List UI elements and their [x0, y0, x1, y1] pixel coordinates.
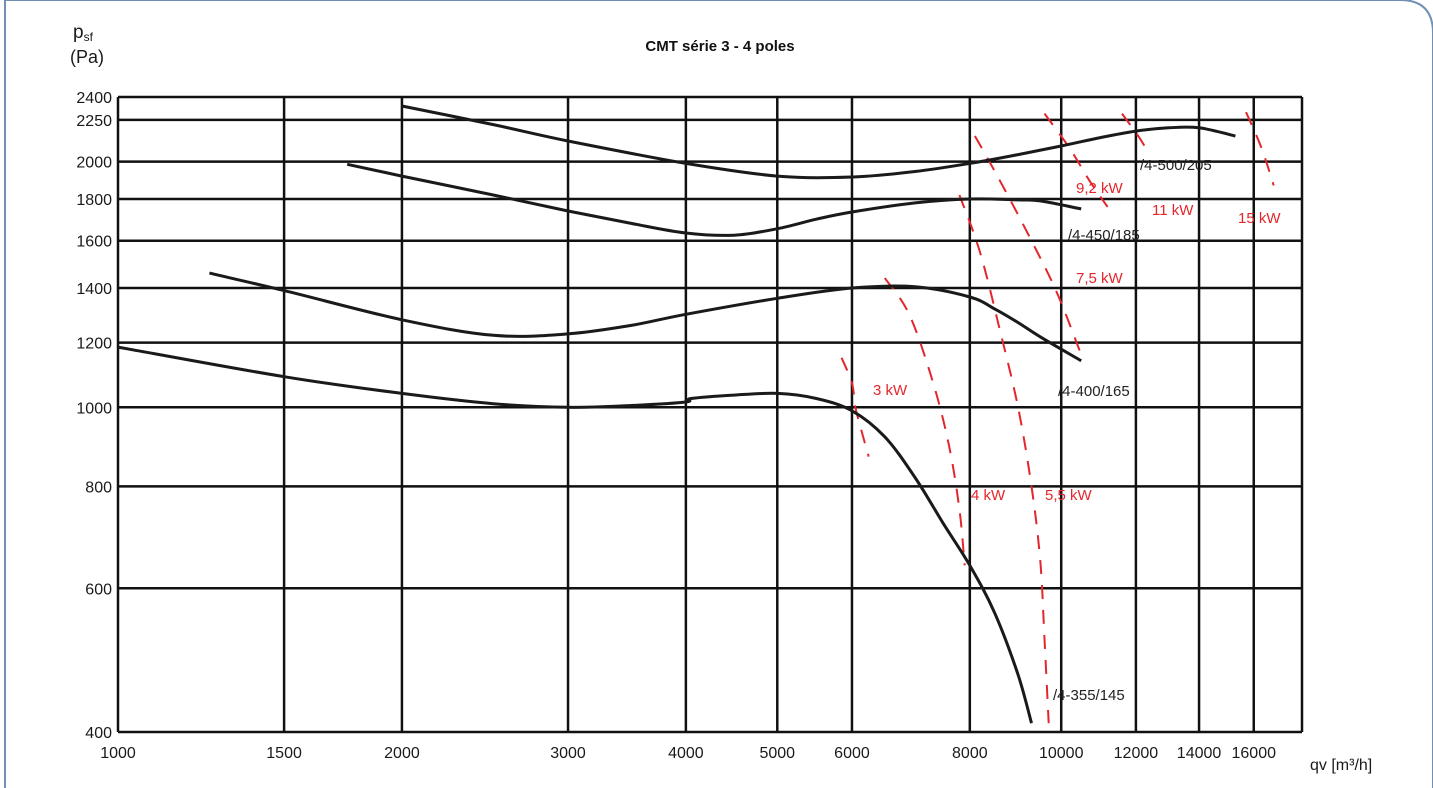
x-tick-label: 2000 [384, 745, 420, 762]
x-tick-label: 16000 [1232, 745, 1277, 762]
x-tick-label: 3000 [550, 745, 586, 762]
y-tick-label: 2400 [76, 90, 112, 107]
power-label: 7,5 kW [1076, 270, 1124, 287]
series-label: /4-500/205 [1140, 157, 1212, 174]
x-tick-label: 8000 [952, 745, 988, 762]
x-tick-label: 4000 [668, 745, 704, 762]
x-tick-label: 1000 [100, 745, 136, 762]
x-tick-label: 6000 [834, 745, 870, 762]
y-tick-label: 2250 [76, 113, 112, 130]
x-tick-label: 12000 [1114, 745, 1159, 762]
frame-border [4, 0, 1433, 788]
x-tick-label: 1500 [266, 745, 302, 762]
x-tick-label: 5000 [759, 745, 795, 762]
series-label: /4-400/165 [1058, 383, 1130, 400]
power-line [1121, 113, 1151, 156]
y-tick-label: 1400 [76, 281, 112, 298]
power-label: 15 kW [1238, 210, 1281, 227]
curve-labels: /4-500/205/4-450/185/4-400/165/4-355/145… [873, 157, 1281, 704]
power-line [974, 135, 1083, 356]
series-lines [117, 104, 1236, 724]
y-tick-label: 600 [85, 581, 112, 598]
series-line [209, 271, 1082, 363]
x-tick-label: 14000 [1177, 745, 1222, 762]
y-axis-unit: (Pa) [70, 47, 104, 67]
x-tick-label: 10000 [1039, 745, 1084, 762]
y-tick-label: 1600 [76, 234, 112, 251]
y-axis-symbol: p [73, 22, 84, 43]
power-label: 11 kW [1152, 202, 1194, 219]
y-tick-label: 800 [85, 479, 112, 496]
y-tick-label: 2000 [76, 155, 112, 172]
tick-labels: 1000 1500 2000 3000 4000 5000 6000 8000 10000 120… [76, 90, 1276, 762]
series-line [401, 104, 1236, 180]
power-lines [840, 111, 1275, 724]
y-tick-label: 1800 [76, 192, 112, 209]
power-line [958, 194, 1050, 724]
power-line [883, 277, 966, 566]
y-tick-label: 1200 [76, 336, 112, 353]
series-line [346, 162, 1082, 237]
series-label: /4-355/145 [1053, 687, 1125, 704]
power-line [1043, 113, 1109, 208]
grid [116, 95, 1304, 734]
power-label: 9,2 kW [1076, 180, 1124, 197]
power-line [1245, 111, 1275, 186]
series-line [117, 345, 1033, 724]
y-axis-subscript: sf [84, 30, 94, 44]
power-label: 5,5 kW [1045, 487, 1093, 504]
power-line [840, 357, 870, 457]
y-tick-label: 1000 [76, 400, 112, 417]
chart-title: CMT série 3 - 4 poles [645, 38, 794, 55]
power-label: 3 kW [873, 382, 908, 399]
y-axis-label: psf [73, 22, 94, 44]
power-label: 4 kW [971, 487, 1006, 504]
y-tick-label: 400 [85, 725, 112, 742]
x-axis-label: qv [m³/h] [1310, 757, 1372, 774]
series-label: /4-450/185 [1068, 227, 1140, 244]
